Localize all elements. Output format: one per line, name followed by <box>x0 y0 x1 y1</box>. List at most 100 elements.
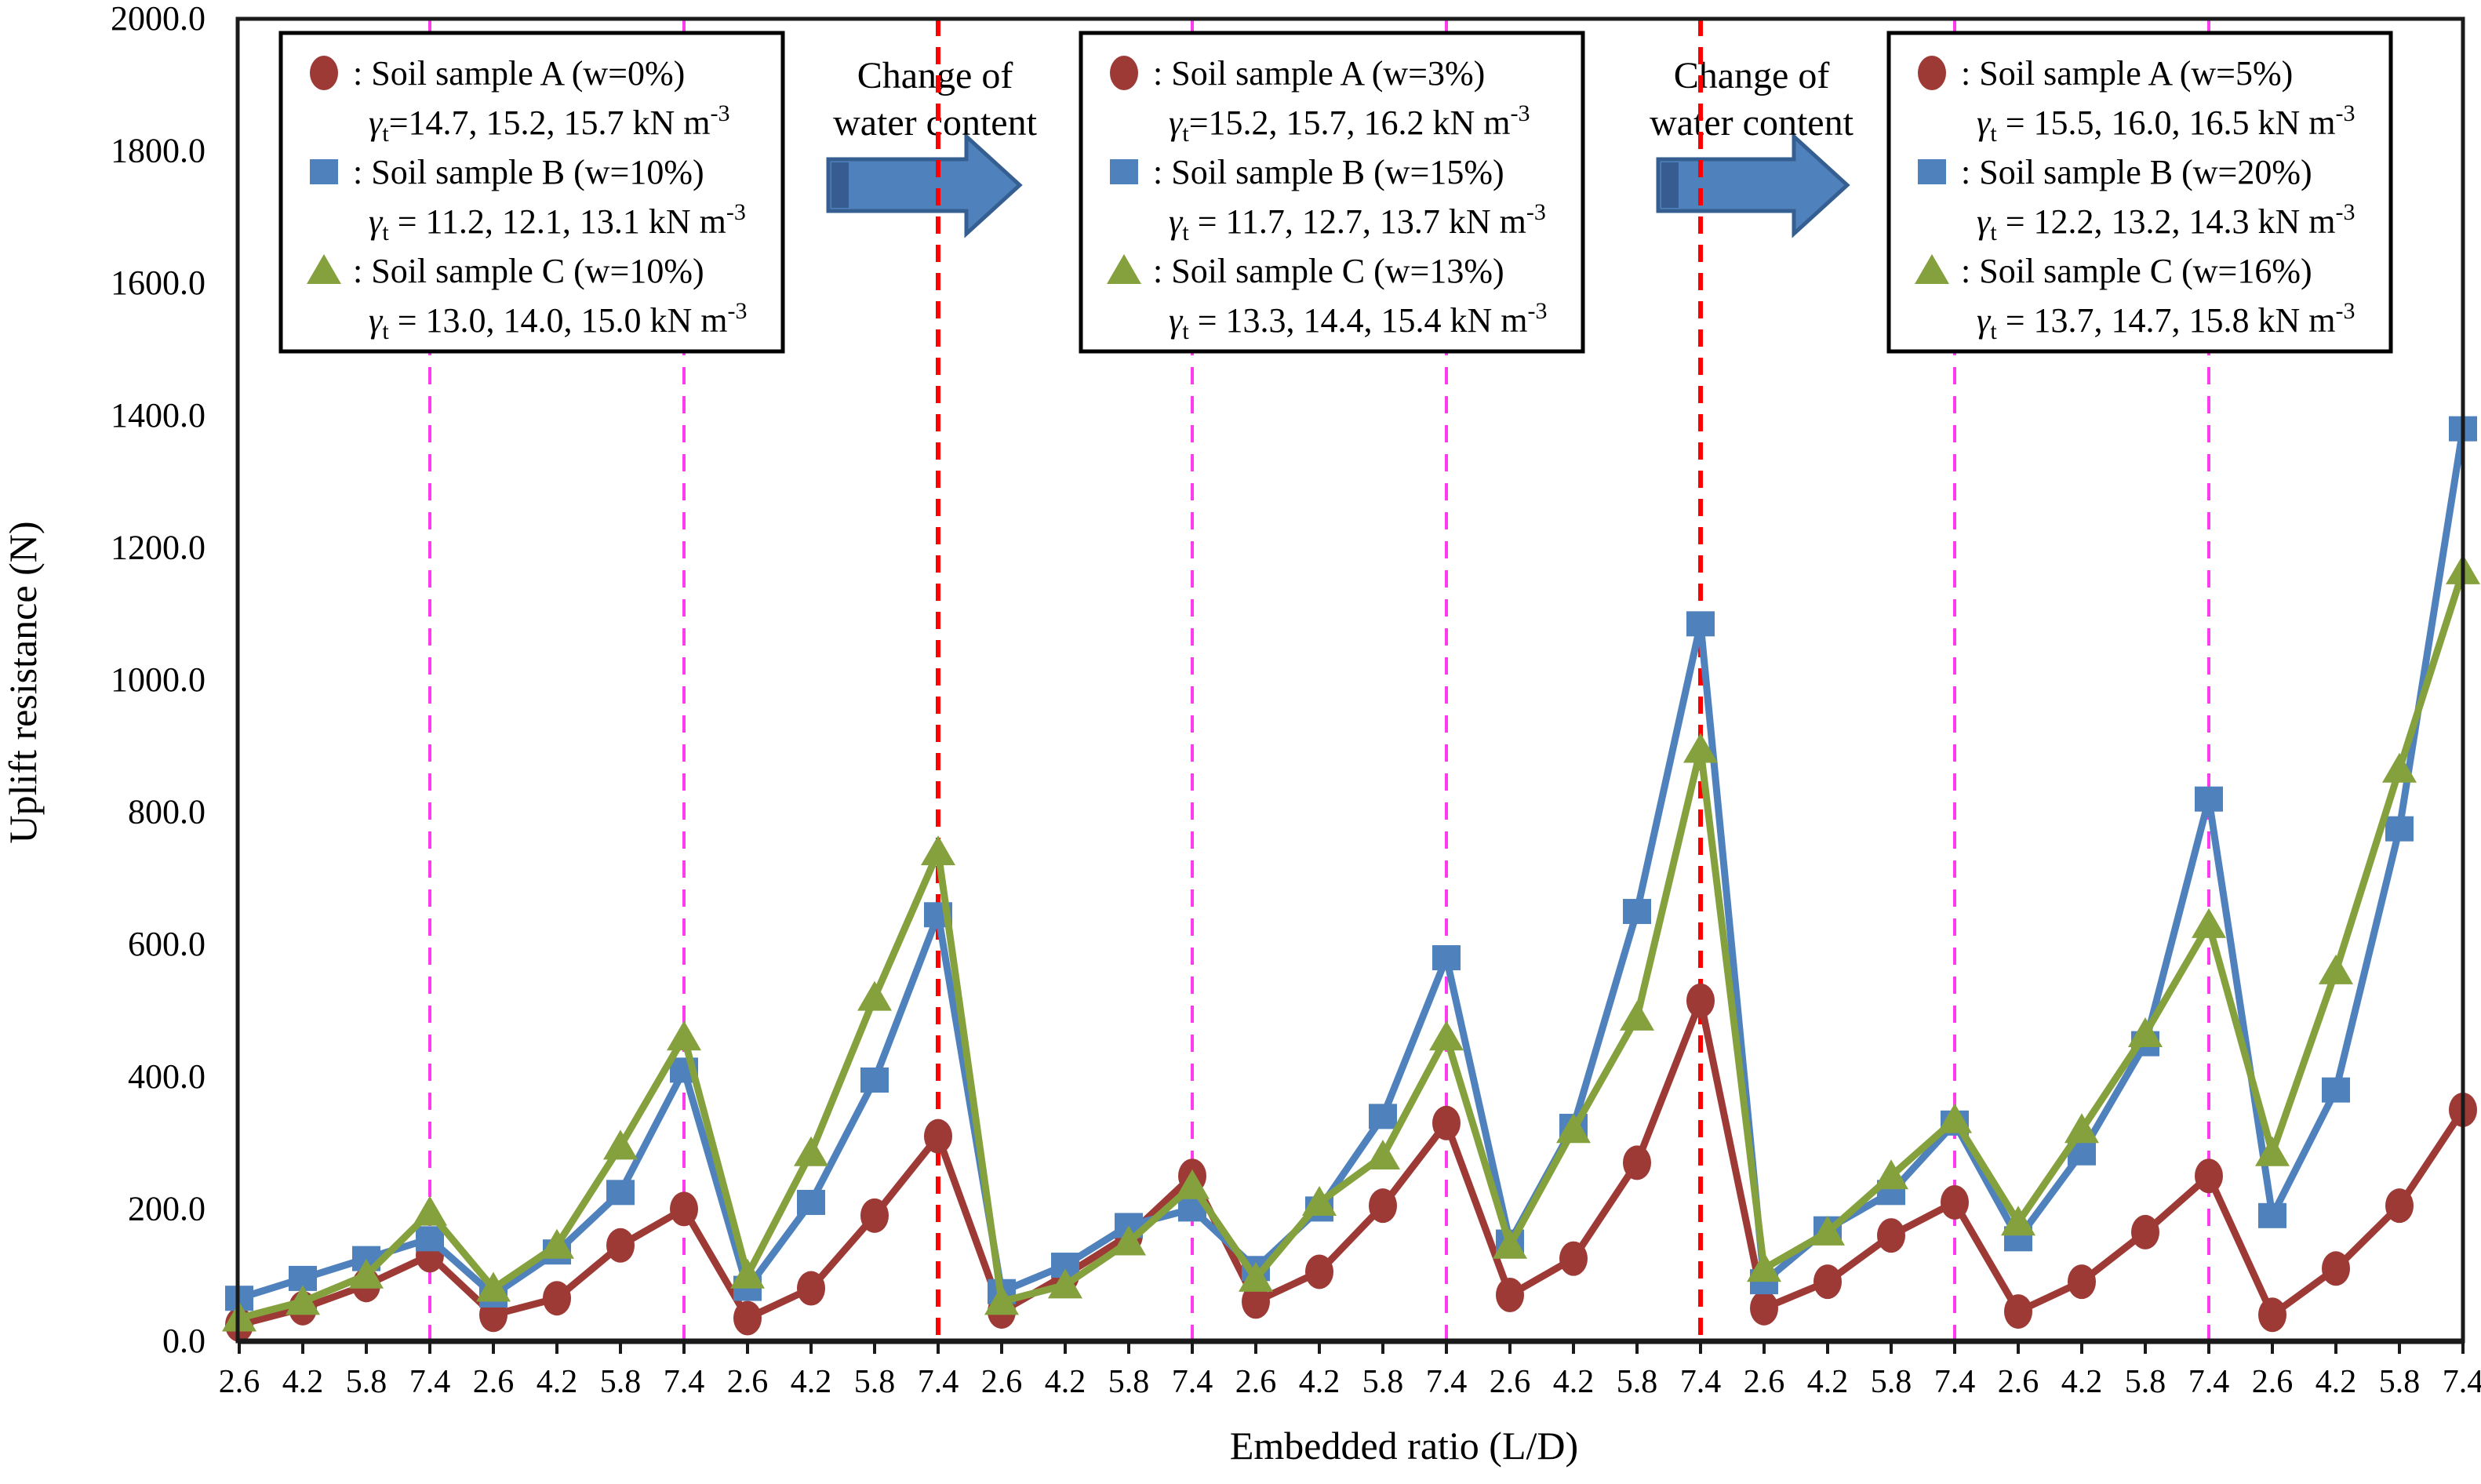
change-arrow-fold <box>1661 162 1679 208</box>
marker-triangle <box>1747 1252 1781 1282</box>
legend-border <box>278 31 785 354</box>
marker-square <box>860 1068 889 1093</box>
x-tick-label: 2.6 <box>1235 1364 1277 1400</box>
change-arrow-icon <box>826 132 1023 238</box>
marker-circle <box>860 1198 889 1233</box>
legend-entry-gamma: γt = 15.5, 16.0, 16.5 kN m-3 <box>1977 100 2355 147</box>
annotation-line2: water content <box>1650 102 1854 144</box>
marker-square <box>416 1226 444 1252</box>
marker-circle <box>924 1118 952 1154</box>
marker-circle <box>1877 1218 1905 1253</box>
annotation-line2: water content <box>833 102 1038 144</box>
marker-square <box>1686 611 1715 637</box>
marker-triangle <box>1810 1215 1845 1246</box>
marker-square <box>797 1189 825 1215</box>
x-tick-label: 5.8 <box>1108 1364 1150 1400</box>
marker-circle <box>2068 1264 2096 1300</box>
x-tick-label: 7.4 <box>1680 1364 1722 1400</box>
marker-circle <box>797 1271 825 1306</box>
marker-triangle <box>1937 1103 1972 1133</box>
legend-entry-label: : Soil sample B (w=20%) <box>1961 153 2312 191</box>
marker-circle <box>2131 1214 2159 1249</box>
y-tick-label: 1600.0 <box>111 264 206 302</box>
legend-entry-gamma: γt = 13.7, 14.7, 15.8 kN m-3 <box>1977 298 2355 344</box>
marker-square <box>1623 899 1651 925</box>
x-tick-label: 5.8 <box>854 1364 896 1400</box>
marker-triangle <box>1915 254 1949 284</box>
marker-circle <box>543 1281 571 1316</box>
y-tick-label: 1200.0 <box>111 528 206 566</box>
marker-square <box>606 1180 635 1206</box>
marker-square <box>1369 1104 1397 1129</box>
legend-entry-gamma: γt=14.7, 15.2, 15.7 kN m-3 <box>369 100 730 147</box>
marker-circle <box>606 1228 635 1263</box>
legend-entry-label: : Soil sample C (w=10%) <box>353 252 704 290</box>
marker-circle <box>2195 1158 2223 1194</box>
marker-triangle <box>307 254 341 284</box>
marker-circle <box>1496 1277 1524 1312</box>
annotation-line1: Change of <box>1674 55 1830 96</box>
marker-circle <box>1750 1290 1778 1326</box>
marker-square <box>1432 945 1461 971</box>
marker-circle <box>1686 983 1715 1018</box>
marker-circle <box>2004 1294 2032 1329</box>
x-axis-title: Embedded ratio (L/D) <box>1230 1424 1578 1468</box>
x-tick-label: 2.6 <box>1998 1364 2039 1400</box>
x-tick-label: 5.8 <box>600 1364 642 1400</box>
marker-square <box>2322 1077 2350 1103</box>
marker-triangle <box>667 1020 701 1051</box>
x-tick-label: 5.8 <box>2379 1364 2421 1400</box>
marker-triangle <box>2382 752 2417 783</box>
marker-triangle <box>540 1228 574 1259</box>
legend-border <box>1079 31 1585 354</box>
marker-square <box>1110 159 1138 184</box>
legend-entry-gamma: γt=15.2, 15.7, 16.2 kN m-3 <box>1169 100 1530 147</box>
x-tick-label: 2.6 <box>727 1364 769 1400</box>
marker-triangle <box>1874 1159 1908 1190</box>
legend-entry-gamma: γt = 13.3, 14.4, 15.4 kN m-3 <box>1169 298 1548 344</box>
x-tick-label: 5.8 <box>2125 1364 2166 1400</box>
marker-circle <box>1369 1188 1397 1224</box>
legend-entry-gamma: γt = 13.0, 14.0, 15.0 kN m-3 <box>369 298 748 344</box>
marker-triangle <box>730 1258 765 1289</box>
annotation-line1: Change of <box>857 55 1013 96</box>
x-tick-label: 5.8 <box>1871 1364 1912 1400</box>
y-tick-label: 0.0 <box>162 1322 206 1360</box>
y-axis-title: Uplift resistance (N) <box>1 522 45 844</box>
marker-triangle <box>1620 1000 1654 1031</box>
legend-box: : Soil sample A (w=3%) γt=15.2, 15.7, 16.… <box>1079 31 1585 354</box>
marker-triangle <box>857 980 892 1011</box>
legend-border <box>1886 31 2393 354</box>
marker-circle <box>670 1191 698 1227</box>
marker-triangle <box>984 1285 1019 1315</box>
x-tick-label: 7.4 <box>2443 1364 2481 1400</box>
marker-circle <box>2322 1251 2350 1286</box>
marker-triangle <box>2128 1017 2163 1048</box>
marker-triangle <box>2319 954 2353 984</box>
change-arrow-fold <box>831 162 849 208</box>
legend-entry-gamma: γt = 11.7, 12.7, 13.7 kN m-3 <box>1169 199 1546 246</box>
x-tick-label: 7.4 <box>1172 1364 1213 1400</box>
y-tick-label: 1800.0 <box>111 132 206 170</box>
marker-triangle <box>1107 254 1141 284</box>
legend-entry-gamma: γt = 11.2, 12.1, 13.1 kN m-3 <box>369 199 746 246</box>
marker-circle <box>1242 1284 1270 1319</box>
y-tick-label: 1000.0 <box>111 660 206 699</box>
marker-triangle <box>476 1271 511 1302</box>
legend-entry-label: : Soil sample C (w=13%) <box>1153 252 1504 290</box>
y-tick-label: 200.0 <box>128 1189 206 1228</box>
marker-circle <box>1110 56 1138 90</box>
series-triangle <box>222 554 2480 1332</box>
y-tick-label: 800.0 <box>128 793 206 831</box>
y-tick-label: 600.0 <box>128 925 206 963</box>
marker-triangle <box>1683 733 1718 763</box>
marker-triangle <box>1239 1261 1273 1292</box>
x-tick-label: 4.2 <box>2061 1364 2103 1400</box>
x-tick-label: 4.2 <box>1553 1364 1595 1400</box>
marker-circle <box>1813 1264 1842 1300</box>
marker-triangle <box>2064 1113 2099 1144</box>
marker-triangle <box>1111 1225 1146 1256</box>
marker-square <box>310 159 338 184</box>
marker-triangle <box>2001 1206 2035 1236</box>
